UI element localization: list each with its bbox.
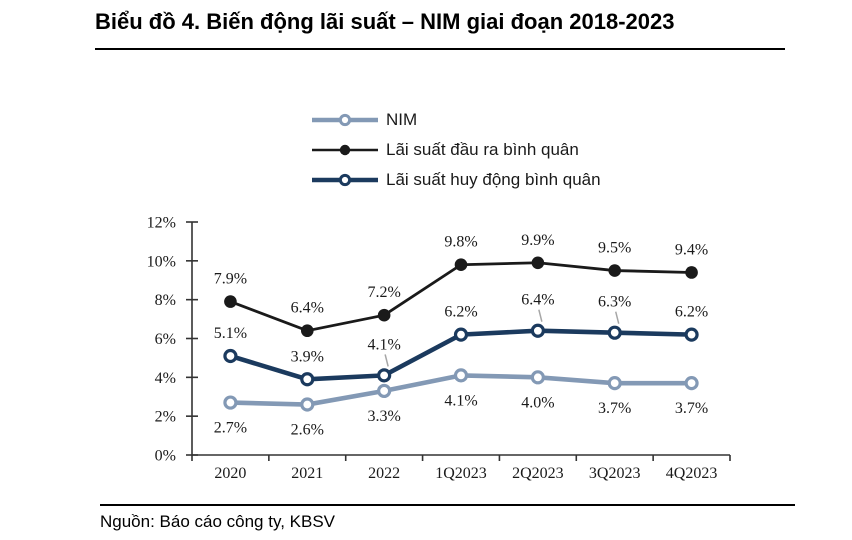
data-point-label: 6.2% [675, 304, 708, 321]
title-divider [95, 48, 785, 50]
source-divider [100, 504, 795, 506]
line-chart-canvas: 0% 2% 4% 6% 8% 10% 12% 2020 2021 2022 1Q2023 2Q2023… [147, 215, 731, 482]
x-category-label: 2020 [214, 465, 246, 482]
data-point-marker [300, 324, 314, 338]
data-point-label: 3.7% [598, 400, 631, 417]
legend-marker [339, 144, 351, 156]
legend-marker [338, 113, 352, 127]
data-point-label: 3.3% [367, 408, 400, 425]
x-category-label: 2Q2023 [512, 465, 564, 482]
y-tick-label: 2% [155, 409, 176, 426]
legend-item-nim: NIM [312, 110, 601, 130]
data-point-label: 7.9% [214, 271, 247, 288]
data-point-marker [684, 327, 699, 342]
y-tick-label: 6% [155, 331, 176, 348]
legend-swatch-lai-suat-huy-dong-binh-quan [312, 173, 378, 187]
data-point-marker [453, 327, 469, 342]
data-point-label: 3.9% [291, 348, 324, 365]
legend-item-lai-suat-dau-ra-binh-quan: Lãi suất đầu ra bình quân [312, 140, 601, 160]
legend-marker [338, 173, 352, 187]
data-point-marker [300, 397, 315, 412]
chart-title: Biểu đồ 4. Biến động lãi suất – NIM giai… [95, 9, 675, 34]
label-leader-line [614, 311, 620, 324]
y-tick-label: 4% [155, 370, 176, 387]
x-category-label: 4Q2023 [666, 465, 718, 482]
data-point-label: 9.8% [444, 234, 477, 251]
data-point-label: 6.2% [444, 304, 477, 321]
data-point-label: 6.4% [521, 292, 554, 309]
data-point-label: 9.4% [675, 241, 708, 258]
data-point-label: 2.7% [214, 420, 247, 437]
data-point-marker [531, 256, 545, 270]
label-leader-line [538, 309, 543, 322]
legend-label-lai-suat-huy-dong-binh-quan: Lãi suất huy động bình quân [386, 170, 601, 189]
series-nim: 2.7% 2.6% 3.3% 4.1% 4.0% 3.7% 3.7% [214, 368, 708, 439]
label-leader-line [384, 354, 389, 367]
legend-label-lai-suat-dau-ra-binh-quan: Lãi suất đầu ra bình quân [386, 140, 579, 159]
data-point-marker [223, 395, 238, 410]
data-point-marker [453, 368, 469, 383]
chart-legend: NIM Lãi suất đầu ra bình quân Lãi suất huy… [312, 110, 601, 190]
data-point-label: 9.9% [521, 232, 554, 249]
data-point-marker [607, 376, 622, 391]
y-tick-label: 8% [155, 292, 176, 309]
data-point-marker [300, 372, 315, 387]
data-point-label: 7.2% [367, 284, 400, 301]
data-point-label: 9.5% [598, 240, 631, 257]
legend-swatch-nim [312, 113, 378, 127]
y-tick-label: 10% [147, 253, 176, 270]
data-point-label: 4.0% [521, 394, 554, 411]
data-point-marker [685, 266, 698, 279]
data-point-marker [377, 308, 391, 322]
data-point-marker [608, 264, 622, 277]
x-category-label: 1Q2023 [435, 465, 487, 482]
data-point-label: 6.3% [598, 294, 631, 311]
data-point-label: 4.1% [444, 392, 477, 409]
legend-label-nim: NIM [386, 110, 418, 129]
data-point-label: 2.6% [291, 422, 324, 439]
legend-swatch-lai-suat-dau-ra-binh-quan [312, 144, 378, 156]
data-point-label: 3.7% [675, 400, 708, 417]
y-tick-label: 0% [155, 448, 176, 465]
data-point-marker [377, 383, 392, 399]
series-lai-suat-dau-ra-binh-quan: 7.9% 6.4% 7.2% 9.8% 9.9% 9.5% 9.4% [214, 232, 708, 338]
legend-item-lai-suat-huy-dong-binh-quan: Lãi suất huy động bình quân [312, 170, 601, 190]
x-category-label: 3Q2023 [589, 465, 641, 482]
y-tick-label: 12% [147, 215, 176, 232]
data-point-marker [530, 323, 545, 338]
data-point-label: 6.4% [291, 300, 324, 317]
data-point-marker [224, 295, 237, 308]
x-category-label: 2022 [368, 465, 400, 482]
data-point-marker [377, 368, 392, 383]
data-point-label: 5.1% [214, 325, 247, 342]
data-point-marker [607, 325, 622, 340]
data-point-marker [684, 376, 699, 391]
source-note: Nguồn: Báo cáo công ty, KBSV [100, 512, 335, 531]
data-point-marker [454, 258, 468, 272]
data-point-label: 4.1% [367, 336, 400, 353]
data-point-marker [530, 370, 545, 385]
x-category-label: 2021 [291, 465, 323, 482]
data-point-marker [223, 348, 238, 364]
series-lai-suat-huy-dong-binh-quan: 5.1% 3.9% 4.1% 6.2% 6.4% 6.3% 6.2% [214, 292, 708, 387]
